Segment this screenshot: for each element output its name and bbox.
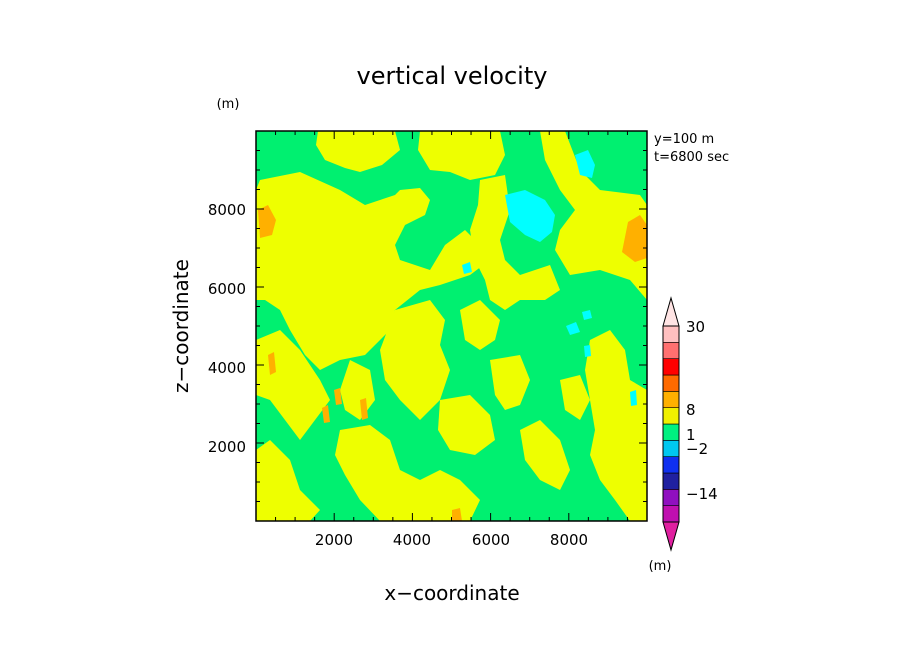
negative-regions (462, 150, 637, 406)
y-tick-label: 8000 (208, 201, 246, 219)
colorbar-label: 8 (686, 401, 696, 419)
colorbar-band (662, 423, 680, 441)
x-tick-label: 6000 (472, 531, 510, 549)
y-tick-label: 2000 (208, 438, 246, 456)
colorbar-band (662, 456, 680, 474)
contour-field (255, 130, 648, 522)
colorbar-band (662, 472, 680, 490)
y-tick-label: 4000 (208, 359, 246, 377)
colorbar-band (662, 358, 680, 376)
colorbar-band (662, 325, 680, 343)
y-tick-label: 6000 (208, 280, 246, 298)
large-positive-patches (258, 205, 647, 521)
colorbar-band (662, 407, 680, 425)
x-tick-labels: 2000 4000 6000 8000 (315, 531, 588, 549)
colorbar-band (662, 440, 680, 457)
colorbar-bands (662, 325, 680, 523)
colorbar-frame (662, 325, 680, 523)
colorbar-band (662, 489, 680, 506)
annotation-t: t=6800 sec (654, 150, 729, 165)
colorbar-label: 30 (686, 318, 705, 336)
z-unit-label: (m) (217, 97, 240, 112)
x-tick-label: 8000 (550, 531, 588, 549)
annotation-y: y=100 m (654, 132, 714, 147)
colorbar-label: −2 (686, 440, 708, 458)
colorbar-label: 1 (686, 426, 696, 444)
chart-title: vertical velocity (357, 62, 548, 90)
x-tick-label: 4000 (393, 531, 431, 549)
colorbar: 30 8 1 −2 −14 (m) (649, 296, 718, 574)
colorbar-bottom-triangle (662, 521, 680, 552)
colorbar-band (662, 342, 680, 359)
colorbar-unit-label: (m) (649, 559, 672, 574)
axis-ticks (256, 131, 647, 521)
x-axis-label: x−coordinate (384, 581, 519, 605)
colorbar-label: −14 (686, 485, 718, 503)
x-tick-label: 2000 (315, 531, 353, 549)
colorbar-band (662, 505, 680, 523)
y-tick-labels: 2000 4000 6000 8000 (208, 201, 246, 456)
colorbar-band (662, 391, 680, 408)
colorbar-band (662, 374, 680, 392)
colorbar-top-triangle (662, 296, 680, 327)
y-axis-label: z−coordinate (169, 259, 193, 393)
